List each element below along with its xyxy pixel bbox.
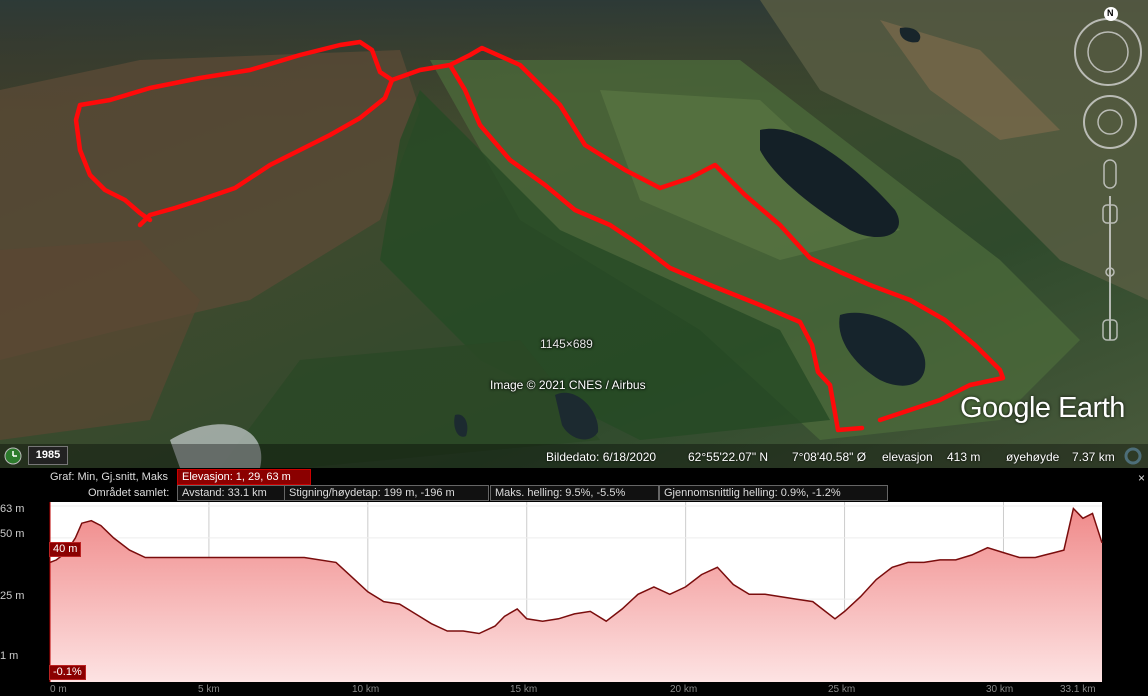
avg-slope-box: Gjennomsnittlig helling: 0.9%, -1.2%: [659, 485, 888, 501]
x-tick-33: 33.1 km: [1060, 684, 1096, 695]
historical-year-box[interactable]: 1985: [28, 446, 68, 465]
zoom-globe-icon[interactable]: [1124, 447, 1142, 465]
area-summary-label: Området samlet:: [88, 487, 170, 499]
marker-slope-flag: -0.1%: [49, 665, 86, 680]
y-tick-25: 25 m: [0, 590, 25, 602]
x-tick-15: 15 km: [510, 684, 538, 695]
elevation-area: [50, 508, 1102, 682]
north-compass-icon[interactable]: [1104, 7, 1118, 21]
route-track: [73, 39, 1006, 433]
marker-elevation-flag: 40 m: [49, 542, 82, 557]
navigation-controls[interactable]: [1074, 18, 1142, 341]
y-tick-1: 1 m: [0, 650, 19, 662]
historical-imagery-clock-icon[interactable]: [4, 447, 22, 465]
x-tick-0: 0 m: [50, 684, 67, 695]
y-tick-50: 50 m: [0, 528, 25, 540]
elevation-label: elevasjon: [882, 450, 933, 464]
close-profile-button[interactable]: ×: [1138, 471, 1146, 485]
eye-altitude-label: øyehøyde: [1006, 450, 1060, 464]
imagery-copyright: Image © 2021 CNES / Airbus: [490, 378, 646, 392]
x-tick-10: 10 km: [352, 684, 380, 695]
north-label: N: [1107, 8, 1114, 18]
elevation-summary-box: Elevasjon: 1, 29, 63 m: [177, 469, 311, 485]
image-date: Bildedato: 6/18/2020: [546, 450, 657, 464]
max-slope-box: Maks. helling: 9.5%, -5.5%: [490, 485, 659, 501]
x-tick-25: 25 km: [828, 684, 856, 695]
y-tick-63: 63 m: [0, 503, 25, 515]
elevation-value: 413 m: [947, 450, 981, 464]
elevation-profile-chart[interactable]: [0, 500, 1148, 696]
graph-legend-label: Graf: Min, Gj.snitt, Maks: [50, 471, 168, 483]
x-tick-5: 5 km: [198, 684, 220, 695]
elevation-line: [49, 506, 1103, 635]
latitude: 62°55'22.07" N: [688, 450, 769, 464]
longitude: 7°08'40.58" Ø: [792, 450, 867, 464]
dimensions-label: 1145×689: [540, 337, 593, 351]
satellite-map[interactable]: [0, 0, 1148, 468]
google-earth-logo: Google Earth: [960, 392, 1125, 424]
eye-altitude-value: 7.37 km: [1072, 450, 1115, 464]
climb-box: Stigning/høydetap: 199 m, -196 m: [284, 485, 489, 501]
distance-box: Avstand: 33.1 km: [177, 485, 285, 501]
x-tick-20: 20 km: [670, 684, 698, 695]
x-tick-30: 30 km: [986, 684, 1014, 695]
